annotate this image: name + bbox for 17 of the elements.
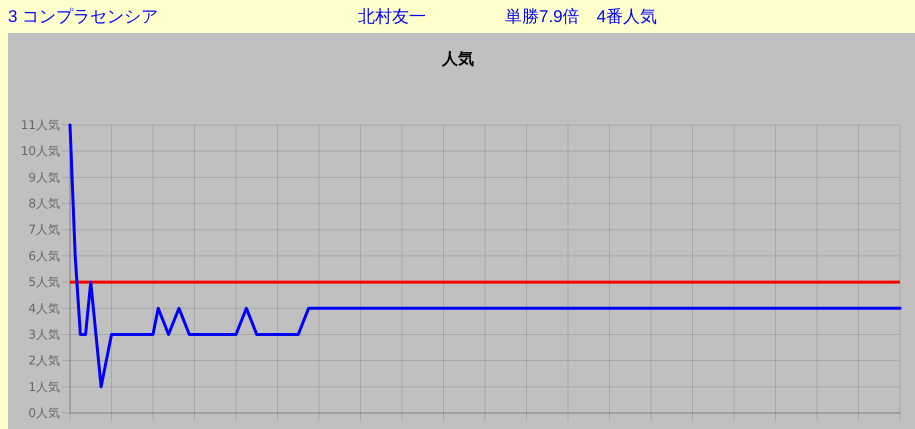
text: 3 コンプラセンシア <box>8 7 158 26</box>
y-tick-label: 1人気 <box>28 380 60 394</box>
y-tick-label: 7人気 <box>28 222 60 237</box>
y-tick-label: 0人気 <box>28 406 60 420</box>
y-tick-label: 8人気 <box>28 196 60 211</box>
y-tick-label: 9人気 <box>28 170 60 184</box>
y-tick-label: 11人気 <box>20 118 60 132</box>
line-series <box>68 124 902 388</box>
y-tick-label: 10人気 <box>20 144 60 158</box>
y-tick-label: 5人気 <box>28 275 60 290</box>
y-tick-label: 3人気 <box>28 327 60 342</box>
y-tick-label: 6人気 <box>28 248 60 263</box>
text: 北村友一 <box>358 7 426 26</box>
y-tick-label: 4人気 <box>28 301 60 316</box>
chart-title: 人気 <box>441 49 474 68</box>
y-tick-label: 2人気 <box>28 354 60 368</box>
text: 単勝7.9倍 4番人気 <box>505 7 658 26</box>
